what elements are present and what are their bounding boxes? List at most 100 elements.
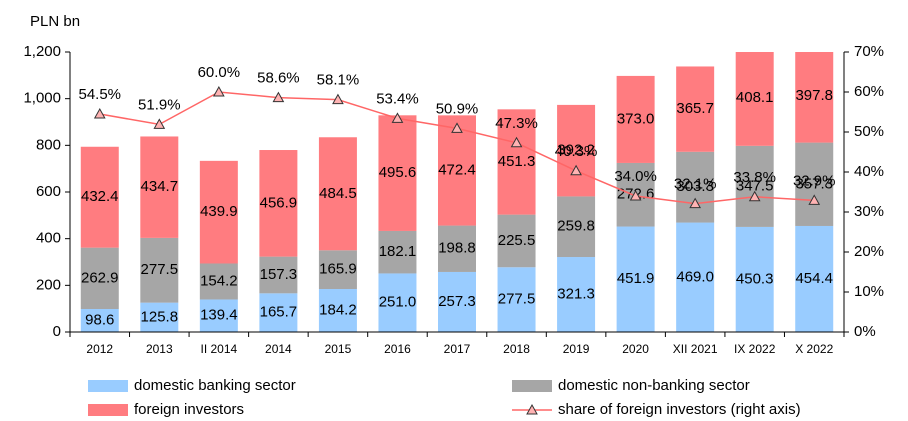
data-label: 257.3 [438, 293, 476, 310]
marker [93, 107, 106, 119]
data-label: 125.8 [141, 308, 179, 325]
data-label: 198.8 [438, 240, 476, 257]
data-label: 98.6 [85, 311, 114, 328]
data-label: 472.4 [438, 161, 476, 178]
bar-segment [199, 160, 238, 264]
bar-segment [140, 136, 179, 238]
y2-tick-label: 0% [854, 323, 876, 340]
bar-segment [140, 302, 179, 332]
bar-segment [676, 222, 715, 332]
line-label: 33.8% [733, 169, 776, 186]
x-tick-label: 2015 [325, 342, 352, 356]
x-tick-label: 2019 [563, 342, 590, 356]
bar-segment [80, 308, 119, 332]
marker [451, 122, 463, 133]
y2-tick-label: 40% [854, 163, 884, 180]
data-label: 484.5 [319, 185, 357, 202]
data-label: 408.1 [736, 89, 774, 106]
data-label: 365.7 [676, 100, 714, 117]
x-tick-label: XII 2021 [673, 342, 718, 356]
bar-segment [80, 146, 119, 248]
bar-segment [259, 256, 298, 294]
data-label: 277.5 [498, 291, 536, 308]
x-tick-label: 2017 [444, 342, 471, 356]
bar-segment [140, 237, 179, 303]
y-tick-label: 1,000 [23, 90, 61, 107]
data-label: 277.5 [141, 261, 179, 278]
line-label: 54.5% [78, 86, 121, 103]
bar-segment [318, 289, 357, 332]
marker [808, 194, 821, 205]
marker [391, 112, 404, 123]
marker [332, 93, 344, 105]
data-label: 139.4 [200, 307, 238, 324]
y-tick-label: 1,200 [23, 43, 61, 60]
bar-segment [497, 267, 536, 332]
bar-segment [378, 115, 417, 231]
line-label: 60.0% [198, 64, 241, 81]
marker [272, 91, 285, 103]
y2-tick-label: 60% [854, 83, 884, 100]
y-tick-label: 0 [53, 323, 61, 340]
data-label: 154.2 [200, 272, 238, 289]
bar-segment [318, 137, 357, 251]
bar-segment [199, 263, 238, 300]
bar-segment [318, 250, 357, 290]
line-label: 34.0% [614, 168, 657, 185]
y2-tick-label: 10% [854, 283, 884, 300]
data-label: 303.3 [676, 178, 714, 195]
x-tick-label: X 2022 [795, 342, 833, 356]
marker [748, 190, 761, 202]
bar-segment [497, 214, 536, 268]
bar-segment [199, 299, 238, 332]
data-label: 225.5 [498, 232, 536, 249]
line-label: 50.9% [436, 100, 479, 117]
y-tick-label: 800 [36, 136, 61, 153]
data-label: 434.7 [141, 178, 179, 195]
bar-segment [378, 230, 417, 274]
bar-segment [557, 257, 596, 332]
line-label: 32.1% [674, 176, 717, 193]
marker [212, 85, 225, 97]
bar-segment [795, 225, 834, 332]
line-label: 58.6% [257, 70, 300, 87]
bar-segment [676, 151, 715, 223]
data-label: 469.0 [676, 268, 714, 285]
data-label: 451.3 [498, 153, 536, 170]
line-label: 32.9% [793, 172, 836, 189]
bar-segment [497, 109, 536, 215]
y2-tick-label: 70% [854, 43, 884, 60]
bar-segment [557, 196, 596, 258]
bar-segment [616, 226, 655, 332]
bar-segment [616, 75, 655, 163]
data-label: 432.4 [81, 188, 119, 205]
y2-tick-label: 20% [854, 243, 884, 260]
legend-swatch [512, 380, 552, 392]
legend-label: foreign investors [134, 401, 244, 418]
line-label: 40.3% [555, 143, 598, 160]
data-label: 259.8 [557, 218, 595, 235]
legend-label: domestic non-banking sector [558, 377, 750, 394]
bar-segment [735, 226, 774, 332]
x-tick-label: 2020 [622, 342, 649, 356]
marker [570, 164, 582, 176]
data-label: 357.3 [795, 175, 833, 192]
data-label: 262.9 [81, 269, 119, 286]
marker [629, 189, 642, 201]
bar-segment [378, 273, 417, 332]
y-tick-label: 600 [36, 183, 61, 200]
data-label: 451.9 [617, 270, 655, 287]
data-label: 347.5 [736, 177, 774, 194]
bar-segment [259, 293, 298, 332]
marker [153, 118, 166, 129]
data-label: 321.3 [557, 285, 595, 302]
legend-label: share of foreign investors (right axis) [558, 401, 801, 418]
data-label: 450.3 [736, 270, 774, 287]
x-tick-label: 2013 [146, 342, 173, 356]
bar-segment [438, 115, 476, 226]
x-tick-label: 2014 [265, 342, 292, 356]
bar-segment [259, 150, 298, 257]
x-tick-label: II 2014 [200, 342, 237, 356]
y2-tick-label: 30% [854, 203, 884, 220]
data-label: 373.0 [617, 110, 655, 127]
